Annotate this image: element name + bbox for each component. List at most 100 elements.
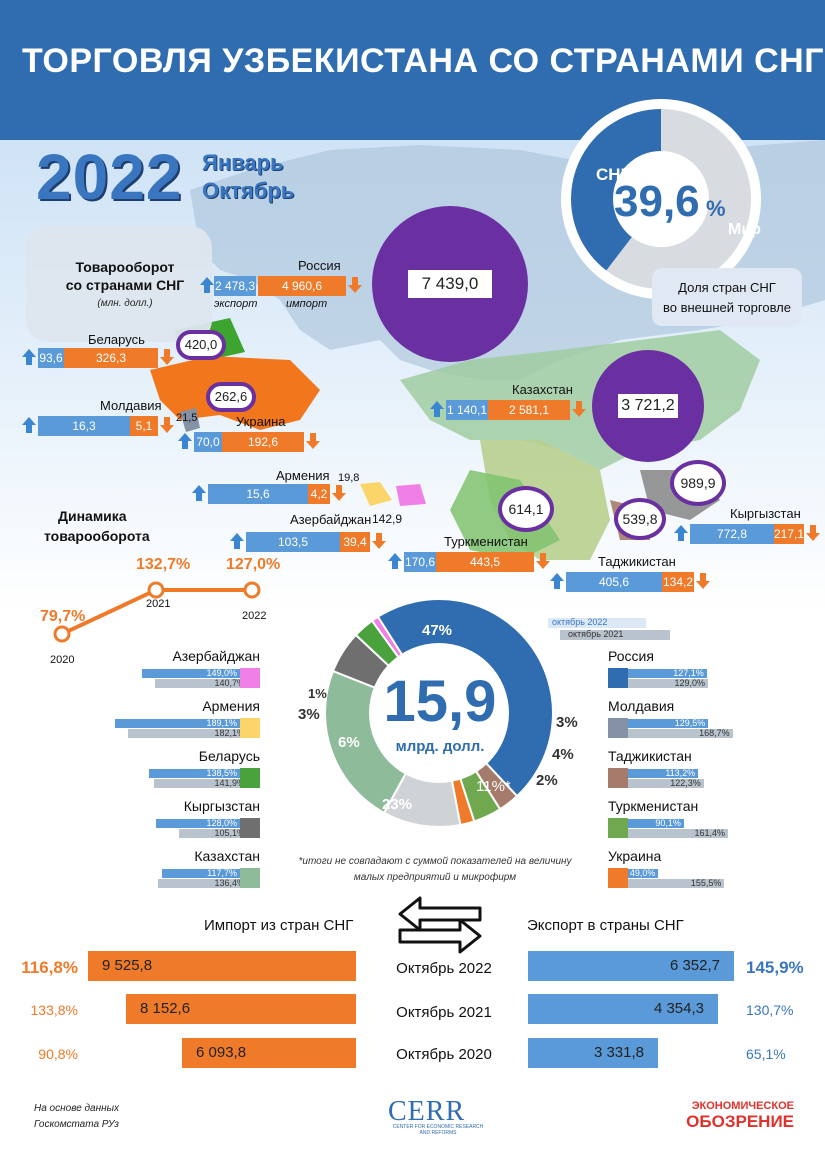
kazakhstan-export: 1 140,1	[446, 400, 488, 420]
armenia-import: 4,2	[308, 484, 330, 504]
legend-name-left-3: Кыргызстан	[183, 798, 260, 814]
armenia-import-arrow-icon	[332, 485, 346, 501]
kyrgyzstan-export-arrow-icon	[674, 525, 688, 541]
dynamics-year-2020: 2020	[50, 654, 75, 666]
turnover-title-line2: со странами СНГ	[65, 277, 185, 293]
import-bar-2022: 9 525,8	[88, 951, 356, 981]
footnote: *итоги не совпадают с суммой показателей…	[290, 854, 580, 886]
legend-name-left-1: Армения	[202, 698, 260, 714]
russia-export: 2 478,3	[214, 276, 256, 296]
legend-bar-2021-left-0: 140,7%	[155, 679, 248, 688]
legend-key-2021: октябрь 2021	[560, 630, 670, 640]
dynamics-title-line2: товарооборота	[44, 528, 150, 544]
year-label: 2022	[36, 141, 183, 213]
dynamics-line-chart	[53, 581, 261, 643]
donut-total: 15,9	[383, 669, 497, 734]
legend-bar-2022-right-2: 113,2%	[628, 769, 699, 778]
share-ring-hole	[613, 151, 709, 247]
donut-unit: млрд. долл.	[395, 738, 485, 755]
share-caption-line2: во внешней торговле	[662, 300, 791, 315]
page-title: ТОРГОВЛЯ УЗБЕКИСТАНА СО СТРАНАМИ СНГ	[22, 42, 824, 80]
turkmenistan-total: 614,1	[498, 486, 554, 532]
export-pct-2022: 145,9%	[746, 958, 804, 977]
export-pct-2020: 65,1%	[746, 1046, 786, 1062]
export-heading: Экспорт в страны СНГ	[527, 917, 684, 934]
azerbaijan-import-arrow-icon	[372, 533, 386, 549]
legend-bar-2021-right-2: 122,3%	[628, 779, 704, 788]
legend-bar-2021-right-0: 129,0%	[628, 679, 708, 688]
export-label: экспорт	[214, 298, 258, 310]
kazakhstan-total: 3 721,2	[618, 394, 678, 418]
turnover-title: Товарооборот со странами СНГ	[60, 258, 190, 294]
donut-pct-other: 11%*	[476, 778, 511, 795]
belarus-total: 420,0	[176, 330, 226, 360]
turnover-unit: (млн. долл.)	[97, 298, 153, 309]
legend-name-left-2: Беларусь	[198, 748, 260, 764]
legend-bar-2022-right-1: 129,5%	[628, 719, 709, 728]
armenia-total: 19,8	[338, 472, 360, 484]
export-pct-2021: 130,7%	[746, 1002, 794, 1018]
belarus-export-arrow-icon	[22, 349, 36, 365]
legend-color-left-4	[240, 868, 260, 888]
legend-key-2022: октябрь 2022	[548, 618, 646, 628]
russia-total: 7 439,0	[408, 270, 492, 298]
ukraine-total: 262,6	[206, 382, 256, 412]
legend-bar-2021-left-3: 105,1%	[178, 829, 248, 838]
dynamics-value-2020: 79,7%	[40, 608, 86, 625]
moldova-name: Молдавия	[100, 398, 162, 413]
legend-name-right-4: Украина	[608, 848, 662, 864]
legend-bar-2021-left-1: 182,1%	[127, 729, 248, 738]
azerbaijan-import: 39,4	[340, 532, 370, 552]
legend-bar-2022-left-2: 138,5%	[148, 769, 240, 778]
russia-import: 4 960,6	[258, 276, 346, 296]
legend-color-left-3	[240, 818, 260, 838]
belarus-import-arrow-icon	[160, 349, 174, 365]
legend-color-left-2	[240, 768, 260, 788]
period-start: Январь	[202, 150, 284, 175]
legend-color-right-0	[608, 668, 628, 688]
tajikistan-total: 539,8	[614, 498, 666, 540]
ukraine-import: 192,6	[222, 432, 304, 452]
period-end: Октябрь	[202, 178, 295, 203]
legend-bar-2021-left-4: 136,4%	[157, 879, 248, 888]
footnote-line1: *итоги не совпадают с суммой показателей…	[298, 856, 572, 867]
donut-pct-azerbaijan: 1%	[308, 686, 327, 701]
month-2022: Октябрь 2022	[396, 960, 492, 977]
cerr-subtitle: CENTER FOR ECONOMIC RESEARCH AND REFORMS	[392, 1124, 484, 1136]
russia-import-arrow-icon	[348, 277, 362, 293]
turkmenistan-export-arrow-icon	[388, 553, 402, 569]
kazakhstan-import: 2 581,1	[488, 400, 570, 420]
import-pct-2021: 133,8%	[30, 1002, 78, 1018]
dynamics-value-2022: 127,0%	[226, 556, 281, 573]
kyrgyzstan-export: 772,8	[690, 524, 774, 544]
tajikistan-export: 405,6	[566, 572, 662, 592]
donut-pct-tajikistan: 3%	[556, 714, 578, 731]
legend-name-right-2: Таджикистан	[608, 748, 692, 764]
cerr-logo: CERR	[388, 1096, 466, 1127]
share-value: 39,6	[614, 177, 700, 226]
kyrgyzstan-import-arrow-icon	[806, 525, 820, 541]
legend-bar-2021-right-3: 161,4%	[628, 829, 729, 838]
moldova-import-arrow-icon	[160, 417, 174, 433]
dynamics-point-2020	[53, 625, 71, 643]
dynamics-value-2021: 132,7%	[136, 556, 191, 573]
legend-name-left-0: Азербайджан	[172, 648, 260, 664]
kyrgyzstan-total: 989,9	[670, 460, 726, 506]
legend-bar-2022-right-3: 90,1%	[628, 819, 684, 828]
dynamics-title-line1: Динамика	[58, 508, 127, 524]
legend-bar-2022-left-3: 128,0%	[155, 819, 240, 828]
dynamics-year-2022: 2022	[242, 610, 267, 622]
tajikistan-import-arrow-icon	[696, 573, 710, 589]
dynamics-point-2021	[147, 581, 165, 599]
belarus-export: 93,6	[38, 348, 64, 368]
legend-bar-2022-left-0: 149,0%	[141, 669, 240, 678]
export-bar-2021: 4 354,3	[528, 994, 718, 1024]
moldova-export: 16,3	[38, 416, 130, 436]
russia-name: Россия	[298, 258, 341, 273]
import-heading: Импорт из стран СНГ	[204, 917, 354, 934]
share-caption-box	[652, 268, 802, 326]
turnover-box	[26, 226, 212, 342]
turnover-title-line1: Товарооборот	[75, 259, 175, 275]
donut-pct-belarus: 3%	[298, 706, 320, 723]
month-2021: Октябрь 2021	[396, 1004, 492, 1021]
